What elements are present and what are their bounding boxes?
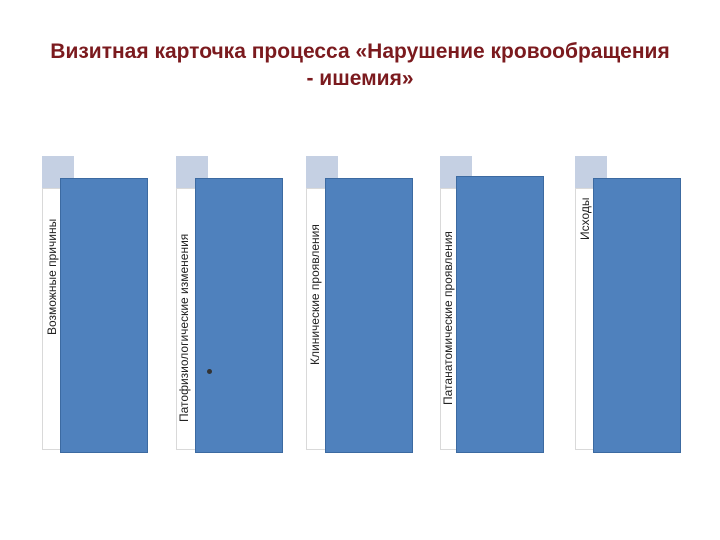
bullet-dot-icon xyxy=(207,369,212,374)
column-bar-1 xyxy=(60,178,148,453)
column-label-3: Клинические проявления xyxy=(308,224,322,365)
slide-title: Визитная карточка процесса «Нарушение кр… xyxy=(20,38,700,92)
column-label-2: Патофизиологические изменения xyxy=(177,233,191,422)
column-label-5: Исходы xyxy=(578,197,592,240)
column-bar-4 xyxy=(456,176,544,453)
title-line-1: Визитная карточка процесса «Нарушение кр… xyxy=(50,40,670,63)
column-bar-3 xyxy=(325,178,413,453)
title-line-2: - ишемия» xyxy=(306,67,414,90)
column-bar-5 xyxy=(593,178,681,453)
column-bar-2 xyxy=(195,178,283,453)
column-label-4: Патанатомические проявления xyxy=(441,231,455,405)
column-label-1: Возможные причины xyxy=(45,218,59,335)
